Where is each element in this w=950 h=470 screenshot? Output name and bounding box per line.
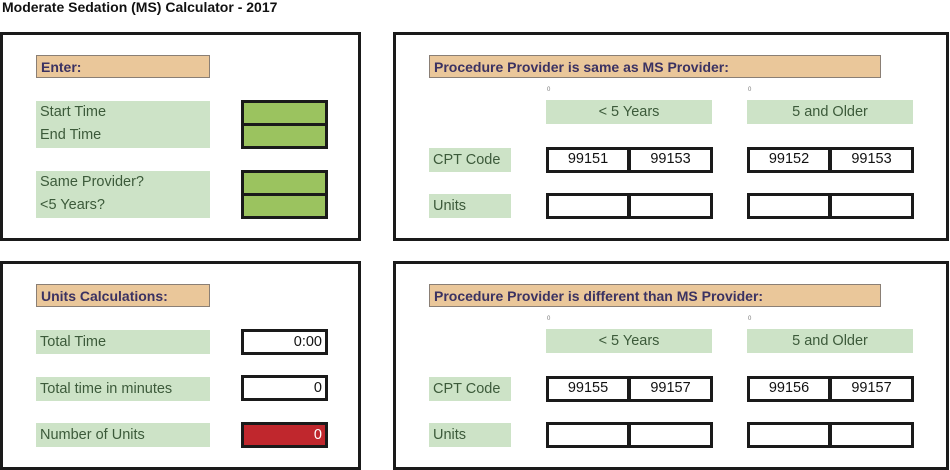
total-minutes-value: 0: [241, 375, 328, 401]
cpt-cell: 99153: [829, 147, 914, 173]
enter-panel: Enter: Start Time End Time Same Provider…: [0, 32, 361, 241]
provider-age-labels: Same Provider? <5 Years?: [36, 171, 210, 218]
total-time-value: 0:00: [241, 329, 328, 355]
units-cell: [829, 193, 914, 219]
cpt-cell: 99157: [829, 376, 914, 402]
group-5older-label: 5 and Older: [747, 100, 913, 124]
group-under5-label: < 5 Years: [546, 329, 712, 353]
marker-under5: 0: [547, 87, 551, 93]
units-calc-panel: Units Calculations: Total Time 0:00 Tota…: [0, 261, 361, 470]
marker-5older: 0: [748, 316, 752, 322]
group-under5-label: < 5 Years: [546, 100, 712, 124]
number-units-value: 0: [241, 422, 328, 448]
cpt-cell: 99157: [628, 376, 713, 402]
units-cell: [628, 422, 713, 448]
units-label: Units: [429, 194, 511, 218]
under-5-label: <5 Years?: [40, 197, 105, 213]
units-cell: [747, 422, 831, 448]
group-5older-label: 5 and Older: [747, 329, 913, 353]
units-calc-header: Units Calculations:: [36, 284, 210, 307]
total-minutes-label: Total time in minutes: [36, 377, 210, 401]
start-end-labels: Start Time End Time: [36, 101, 210, 148]
enter-header: Enter:: [36, 55, 210, 78]
diff-provider-panel: Procedure Provider is different than MS …: [393, 261, 949, 470]
units-cell: [628, 193, 713, 219]
same-provider-input[interactable]: [241, 170, 328, 196]
same-provider-label: Same Provider?: [40, 174, 144, 190]
total-time-label: Total Time: [36, 330, 210, 354]
cpt-code-label: CPT Code: [429, 148, 511, 172]
same-provider-panel: Procedure Provider is same as MS Provide…: [393, 32, 949, 241]
units-cell: [829, 422, 914, 448]
end-time-input[interactable]: [241, 123, 328, 149]
units-cell: [546, 193, 630, 219]
units-cell: [747, 193, 831, 219]
cpt-code-label: CPT Code: [429, 377, 511, 401]
diff-provider-header: Procedure Provider is different than MS …: [429, 284, 881, 307]
cpt-cell: 99153: [628, 147, 713, 173]
cpt-cell: 99155: [546, 376, 630, 402]
marker-5older: 0: [748, 87, 752, 93]
cpt-cell: 99152: [747, 147, 831, 173]
cpt-cell: 99156: [747, 376, 831, 402]
under-5-input[interactable]: [241, 193, 328, 219]
cpt-cell: 99151: [546, 147, 630, 173]
number-units-label: Number of Units: [36, 423, 210, 447]
start-time-label: Start Time: [40, 104, 107, 120]
same-provider-header: Procedure Provider is same as MS Provide…: [429, 55, 881, 78]
page-title: Moderate Sedation (MS) Calculator - 2017: [2, 0, 278, 15]
units-cell: [546, 422, 630, 448]
units-label: Units: [429, 423, 511, 447]
end-time-label: End Time: [40, 127, 102, 143]
marker-under5: 0: [547, 316, 551, 322]
